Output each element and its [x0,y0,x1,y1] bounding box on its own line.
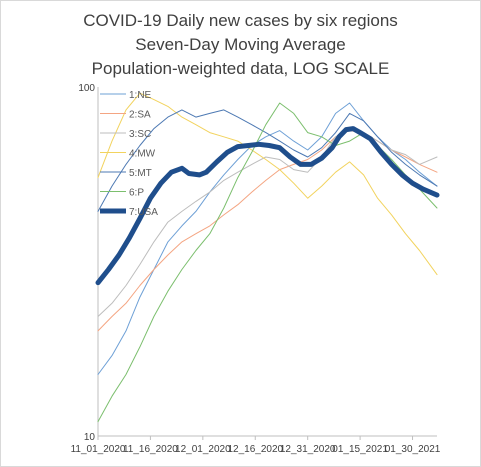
series-line-4-mw [97,92,438,276]
x-tick-label: 11_01_2020 [71,444,126,455]
y-tick-label: 100 [78,83,95,94]
series-line-3-sc [97,128,438,317]
legend-label: 1:NE [129,90,152,101]
legend-label: 2:SA [129,110,151,121]
y-tick-label: 10 [84,432,96,443]
series-line-7-usa [95,126,440,286]
legend-label: 6:P [129,188,144,199]
legend-label: 5:MT [129,168,152,179]
chart-subtitle-2: Population-weighted data, LOG SCALE [91,59,390,78]
series-line-5-mt [97,109,438,212]
x-tick-label: 11_16_2020 [123,444,178,455]
chart-title: COVID-19 Daily new cases by six regions [83,11,398,30]
legend-label: 3:SC [129,129,151,140]
chart-series [95,92,440,423]
x-tick-label: 12_16_2020 [227,444,283,455]
x-tick-label: 12_31_2020 [280,444,336,455]
x-tick-label: 01_15_2021 [332,444,388,455]
legend-label: 4:MW [129,149,156,160]
chart-axes: 10 100 11_01_202011_16_202012_01_202012_16… [71,83,441,455]
x-tick-label: 01_30_2021 [385,444,441,455]
chart-subtitle: Seven-Day Moving Average [135,35,346,54]
x-tick-label: 12_01_2020 [175,444,231,455]
legend-label: 7:USA [129,207,158,218]
chart-legend: 1:NE 2:SA 3:SC 4:MW 5:MT 6:P 7:USA [100,90,158,218]
